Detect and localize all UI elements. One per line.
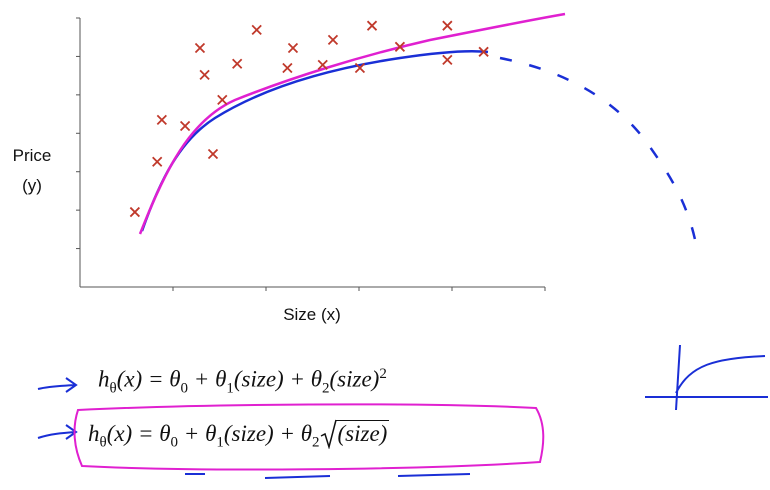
point	[442, 20, 453, 31]
formula-text: (x) = θ	[106, 421, 171, 446]
formula-token: 2	[379, 366, 387, 382]
point	[194, 42, 206, 54]
formula-token: 0	[181, 380, 189, 396]
formula-text: θ	[99, 434, 107, 451]
formula-text: θ	[109, 380, 117, 397]
formula-text: 0	[180, 380, 189, 397]
formula-token: θ	[100, 435, 107, 451]
formula-token: (size) + θ	[224, 421, 312, 446]
point	[251, 24, 262, 36]
point	[152, 156, 163, 167]
y-label: Price	[13, 146, 52, 165]
formula-token: h	[88, 421, 100, 446]
formula-text: h	[98, 366, 110, 392]
formula-text: + θ	[188, 366, 227, 392]
point	[199, 69, 210, 81]
formula-token: (x) = θ	[107, 421, 171, 446]
point	[354, 62, 366, 74]
formula-token: 2	[322, 380, 330, 396]
point	[317, 59, 328, 71]
point	[478, 46, 489, 57]
formula-text: 1	[226, 380, 234, 397]
formula-text: + θ	[178, 421, 217, 446]
formula-text: (size)	[337, 421, 388, 446]
quadratic-extension	[499, 56, 700, 256]
underlines	[185, 473, 471, 479]
point	[179, 120, 191, 132]
radical	[320, 419, 337, 449]
point	[394, 41, 406, 52]
formula-token: 2	[312, 435, 320, 451]
formula-token: (size)	[330, 367, 380, 392]
point	[366, 20, 378, 31]
arrow	[37, 377, 78, 393]
formula-token: h	[98, 367, 110, 392]
x-label: Size (x)	[283, 305, 341, 324]
formula-token: + θ	[188, 366, 227, 392]
formula-text: h	[88, 421, 100, 446]
point	[129, 206, 141, 218]
formula-token: 1	[226, 380, 234, 396]
y-label: (y)	[22, 176, 42, 195]
point	[207, 148, 219, 160]
arrows	[37, 344, 768, 479]
formula-token: 1	[216, 435, 224, 451]
formula-text: (x) = θ	[116, 366, 181, 392]
formula: hθ(x) = θ0 + θ1(size) + θ2(size)2	[98, 366, 387, 397]
formula: hθ(x) = θ0 + θ1(size) + θ2 (size)	[88, 419, 390, 452]
point	[156, 114, 167, 125]
radical-sign	[320, 419, 337, 449]
point	[442, 54, 453, 66]
formula-text: 2	[322, 380, 330, 397]
arrow	[37, 424, 78, 440]
formula-token: θ	[110, 380, 117, 396]
formula-text: 2	[379, 366, 387, 382]
sqrt-fit	[138, 12, 566, 235]
formula-text: 0	[170, 434, 179, 451]
point	[282, 62, 293, 74]
formula-text: (size) + θ	[233, 366, 323, 392]
quadratic-fit	[140, 50, 489, 232]
axes	[79, 18, 545, 288]
formula-text: 2	[312, 434, 320, 451]
highlight-box	[73, 403, 545, 471]
point	[327, 34, 339, 46]
formula-text: 1	[216, 434, 224, 451]
formula-text: (size)	[329, 366, 380, 392]
formula-token: (size)	[320, 419, 390, 449]
formula-token: 0	[171, 435, 179, 451]
point	[232, 58, 243, 69]
sketch	[645, 344, 768, 411]
formula-token: (x) = θ	[117, 367, 181, 392]
point	[287, 42, 299, 54]
point	[217, 94, 228, 105]
formula-token: (size) + θ	[234, 367, 322, 392]
formula-token: + θ	[178, 421, 217, 446]
formula-text: (size) + θ	[223, 421, 313, 446]
